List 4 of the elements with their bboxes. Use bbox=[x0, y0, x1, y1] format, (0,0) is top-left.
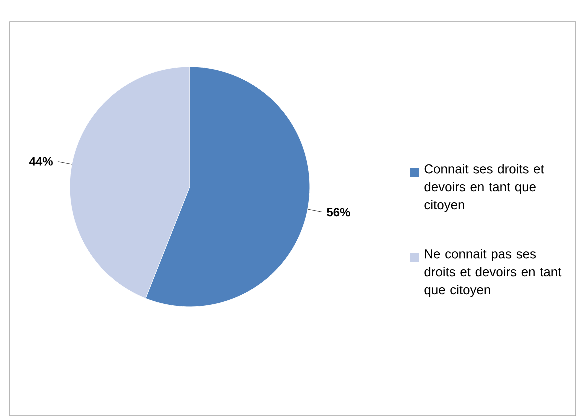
legend-label: Ne connait pas ses droits et devoirs en tant que citoyen bbox=[424, 249, 562, 298]
data-label: 44% bbox=[30, 157, 53, 166]
data-label: 56% bbox=[327, 208, 350, 217]
legend-label: Connait ses droits et devoirs en tant que citoyen bbox=[424, 164, 544, 212]
